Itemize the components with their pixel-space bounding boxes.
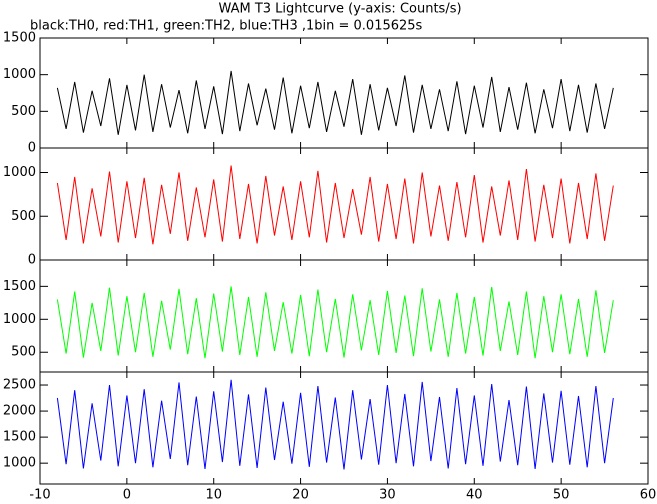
y-tick-label: 2000 bbox=[3, 404, 36, 419]
y-tick-label: 0 bbox=[28, 253, 36, 268]
y-tick-label: 2500 bbox=[3, 378, 36, 393]
y-tick-label: 1500 bbox=[3, 430, 36, 445]
data-line bbox=[56, 379, 614, 470]
panel-frame bbox=[39, 147, 649, 261]
y-tick-label: 500 bbox=[11, 345, 36, 360]
x-tick-label: -10 bbox=[29, 488, 50, 503]
x-tick-label: 40 bbox=[466, 488, 483, 503]
chart-title: WAM T3 Lightcurve (y-axis: Counts/s) bbox=[218, 2, 461, 17]
x-tick-label: 10 bbox=[205, 488, 222, 503]
y-tick-label: 1000 bbox=[3, 456, 36, 471]
x-tick-label: 30 bbox=[379, 488, 396, 503]
y-tick-label: 0 bbox=[28, 141, 36, 156]
x-tick-label: 20 bbox=[292, 488, 309, 503]
data-line bbox=[56, 286, 614, 359]
y-tick-label: 1000 bbox=[3, 67, 36, 82]
y-tick-label: 1500 bbox=[3, 31, 36, 46]
y-tick-label: 1500 bbox=[3, 279, 36, 294]
chart-subtitle: black:TH0, red:TH1, green:TH2, blue:TH3 … bbox=[30, 19, 423, 34]
x-tick-label: 50 bbox=[553, 488, 570, 503]
data-line bbox=[56, 165, 614, 245]
panel-frame bbox=[39, 37, 649, 149]
y-tick-label: 500 bbox=[11, 209, 36, 224]
panel-frame bbox=[39, 371, 649, 485]
y-tick-label: 1000 bbox=[3, 312, 36, 327]
x-tick-label: 0 bbox=[123, 488, 131, 503]
y-tick-label: 1000 bbox=[3, 165, 36, 180]
y-tick-label: 500 bbox=[11, 104, 36, 119]
data-line bbox=[56, 70, 614, 135]
x-tick-label: 60 bbox=[640, 488, 657, 503]
